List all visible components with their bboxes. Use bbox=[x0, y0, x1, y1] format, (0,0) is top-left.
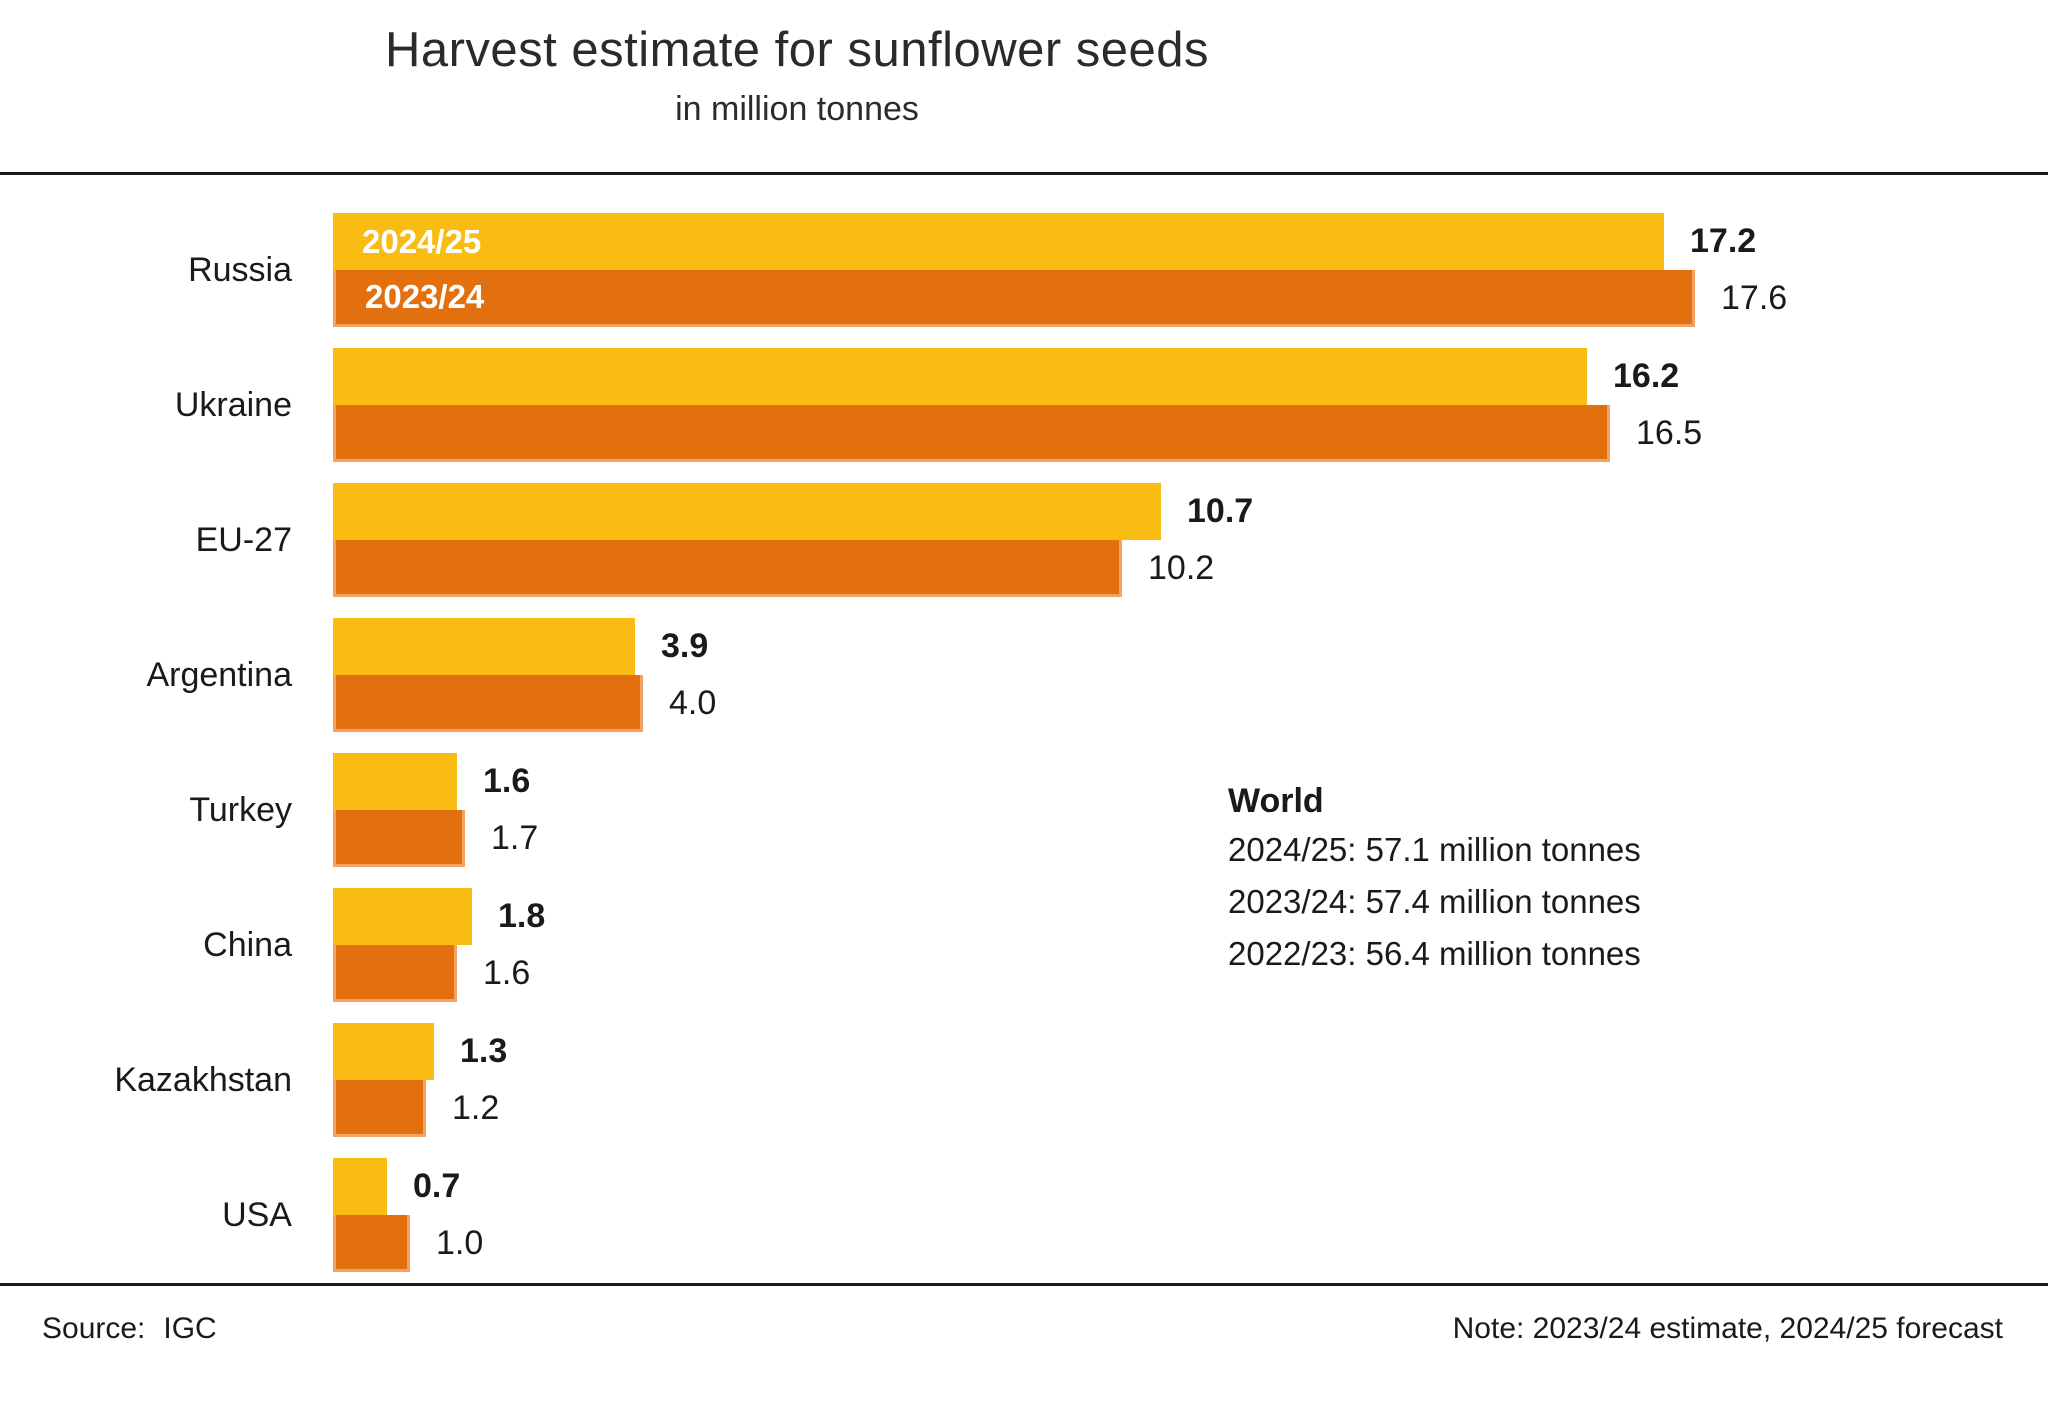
bar-2024-25-china bbox=[333, 888, 472, 945]
chart-header: Harvest estimate for sunflower seeds in … bbox=[0, 0, 1594, 172]
bar-2024-25-kazakhstan bbox=[333, 1023, 434, 1080]
bar-2023-24-kazakhstan bbox=[333, 1080, 426, 1137]
world-line-2024-25: 2024/25: 57.1 million tonnes bbox=[1228, 831, 1641, 868]
chart-title: Harvest estimate for sunflower seeds bbox=[384, 23, 1210, 77]
value-label-2023-24-russia: 17.6 bbox=[1721, 279, 1788, 317]
bar-2024-25-russia: 2024/25 bbox=[333, 213, 1664, 270]
bar-2023-24-turkey bbox=[333, 810, 465, 867]
bar-2023-24-eu-27 bbox=[333, 540, 1122, 597]
footnote: Note: 2023/24 estimate, 2024/25 forecast bbox=[1452, 1312, 2003, 1345]
value-label-2023-24-eu-27: 10.2 bbox=[1148, 549, 1215, 587]
category-label-russia: Russia bbox=[188, 250, 292, 289]
series-label-2024-25: 2024/25 bbox=[362, 222, 482, 260]
series-label-2023-24: 2023/24 bbox=[365, 278, 485, 315]
value-label-2024-25-russia: 17.2 bbox=[1690, 222, 1757, 260]
source-label: Source: bbox=[42, 1312, 146, 1345]
bar-2023-24-russia: 2023/24 bbox=[333, 270, 1695, 327]
category-label-ukraine: Ukraine bbox=[174, 385, 292, 424]
value-label-2024-25-turkey: 1.6 bbox=[483, 762, 531, 800]
value-label-2024-25-kazakhstan: 1.3 bbox=[460, 1032, 508, 1070]
category-label-china: China bbox=[203, 925, 292, 964]
bar-2023-24-argentina bbox=[333, 675, 643, 732]
bar-2023-24-usa bbox=[333, 1215, 410, 1272]
category-label-kazakhstan: Kazakhstan bbox=[114, 1060, 292, 1099]
world-summary: World 2024/25: 57.1 million tonnes 2023/… bbox=[1228, 778, 1641, 980]
value-label-2023-24-china: 1.6 bbox=[483, 954, 531, 992]
value-label-2024-25-ukraine: 16.2 bbox=[1613, 357, 1680, 395]
bar-2024-25-eu-27 bbox=[333, 483, 1161, 540]
value-label-2023-24-turkey: 1.7 bbox=[491, 819, 539, 857]
world-heading: World bbox=[1228, 782, 1324, 820]
source-value: IGC bbox=[163, 1312, 217, 1345]
bar-2024-25-turkey bbox=[333, 753, 457, 810]
value-label-2024-25-eu-27: 10.7 bbox=[1187, 492, 1254, 530]
category-label-argentina: Argentina bbox=[146, 655, 292, 694]
value-label-2024-25-argentina: 3.9 bbox=[661, 627, 709, 665]
value-label-2023-24-usa: 1.0 bbox=[436, 1224, 484, 1262]
world-line-2023-24: 2023/24: 57.4 million tonnes bbox=[1228, 883, 1641, 920]
source-credit: Source: IGC bbox=[42, 1312, 217, 1346]
category-label-turkey: Turkey bbox=[189, 790, 292, 829]
bar-2024-25-usa bbox=[333, 1158, 387, 1215]
grouped-bar-chart: Russia 2024/25 17.2 2023/24 17.6 Ukraine 16.2 1… bbox=[0, 175, 2048, 1283]
top-divider-line bbox=[0, 172, 2048, 175]
bar-2024-25-ukraine bbox=[333, 348, 1587, 405]
category-label-eu-27: EU-27 bbox=[195, 520, 292, 559]
chart-subtitle: in million tonnes bbox=[675, 90, 919, 128]
value-label-2023-24-kazakhstan: 1.2 bbox=[452, 1089, 500, 1127]
value-label-2023-24-argentina: 4.0 bbox=[669, 684, 717, 722]
bar-2023-24-ukraine bbox=[333, 405, 1610, 462]
value-label-2024-25-china: 1.8 bbox=[498, 897, 546, 935]
bar-2023-24-china bbox=[333, 945, 457, 1002]
bar-2024-25-argentina bbox=[333, 618, 635, 675]
world-line-2022-23: 2022/23: 56.4 million tonnes bbox=[1228, 935, 1641, 972]
category-label-usa: USA bbox=[222, 1195, 292, 1234]
bottom-divider-line bbox=[0, 1283, 2048, 1286]
value-label-2023-24-ukraine: 16.5 bbox=[1636, 414, 1703, 452]
value-label-2024-25-usa: 0.7 bbox=[413, 1167, 461, 1205]
